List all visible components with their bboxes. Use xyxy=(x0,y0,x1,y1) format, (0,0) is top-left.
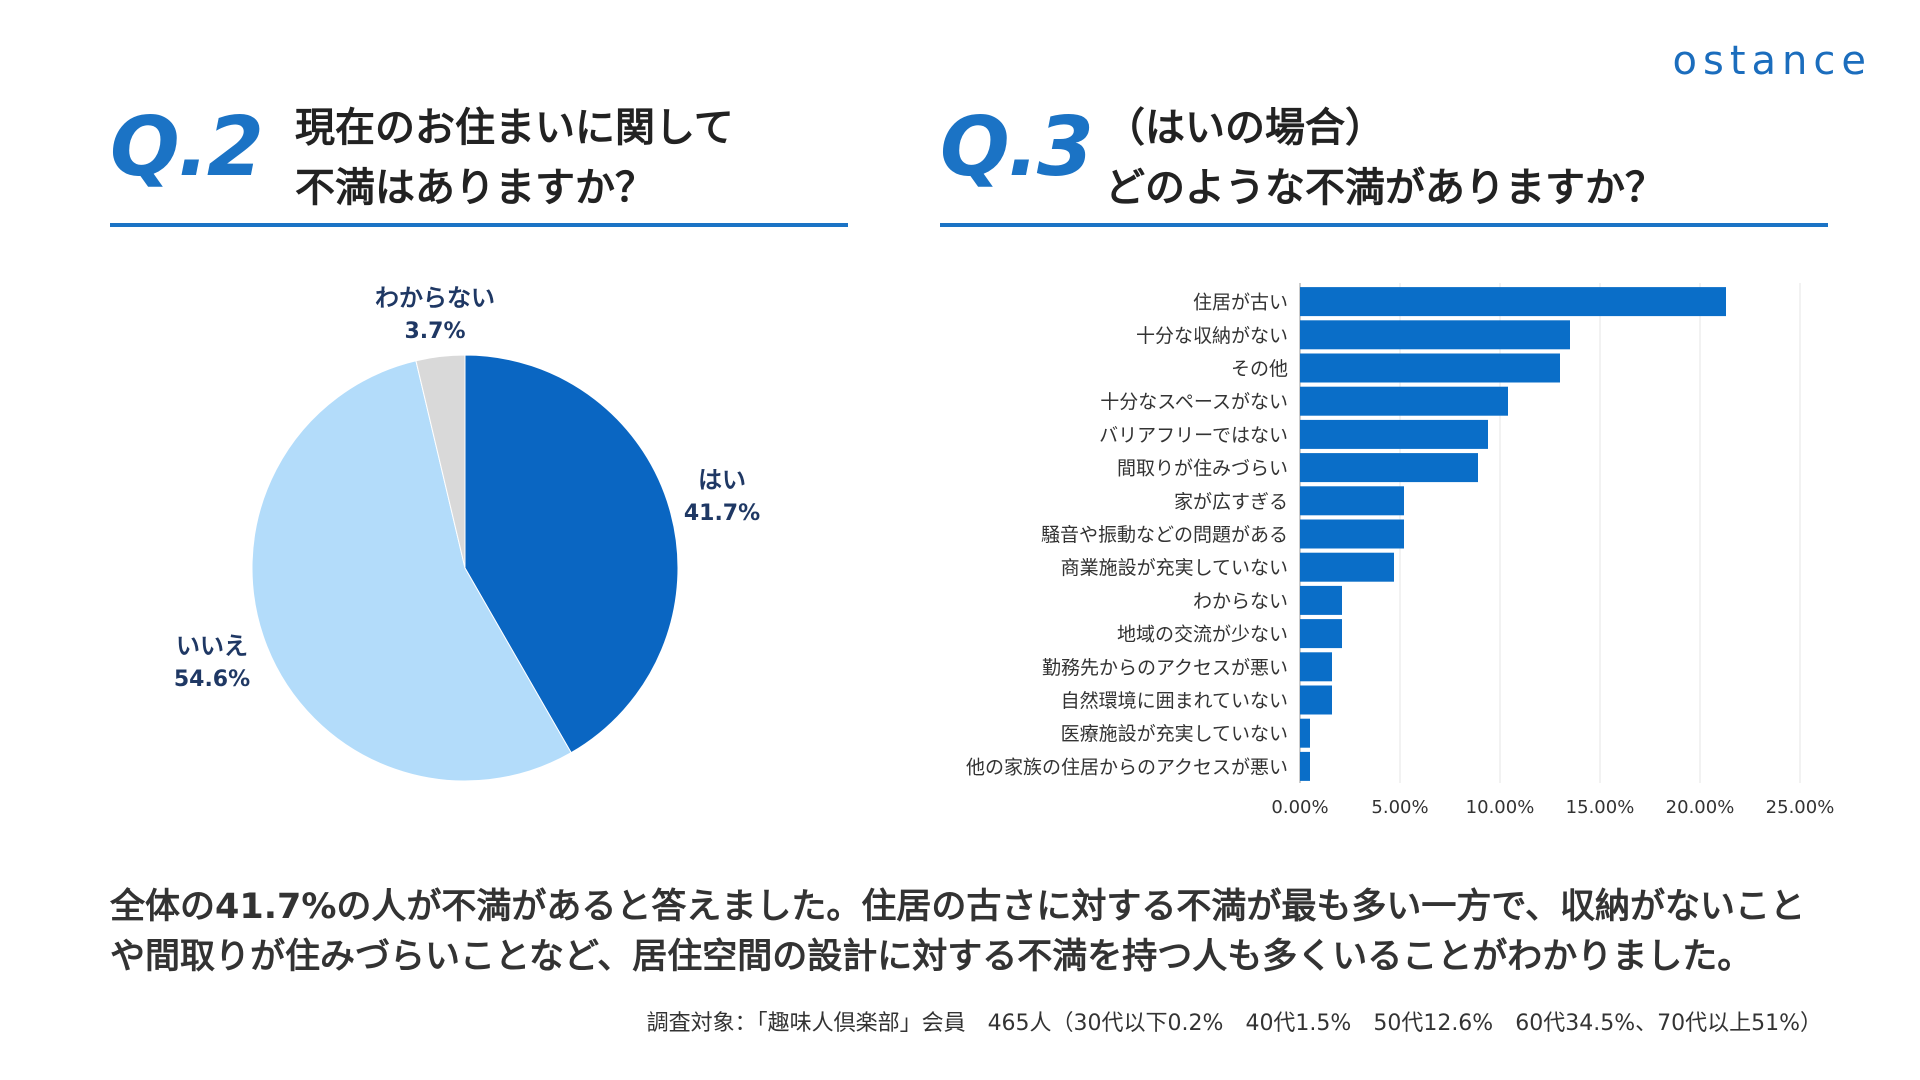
bar-9 xyxy=(1300,585,1342,615)
category-label: 騒音や振動などの問題がある xyxy=(1041,524,1288,546)
bar-1 xyxy=(1300,320,1570,350)
pie-label-unknown: わからない xyxy=(375,284,495,312)
summary-text: 全体の41.7%の人が不満があると答えました。住居の古さに対する不満が最も多い一… xyxy=(110,887,1806,977)
brand-logo: ostance xyxy=(1672,38,1872,84)
bar-3 xyxy=(1300,386,1508,416)
q2-divider xyxy=(110,223,848,227)
q3-divider xyxy=(940,223,1828,227)
bar-10 xyxy=(1300,619,1342,649)
q2-title-line2: 不満はありますか？ xyxy=(295,165,655,211)
q3-title: （はいの場合） どのような不満がありますか？ xyxy=(1105,98,1665,218)
category-label: 他の家族の住居からのアクセスが悪い xyxy=(966,756,1288,778)
bar-13 xyxy=(1300,718,1310,748)
category-label: 家が広すぎる xyxy=(1174,491,1288,513)
category-label: 十分な収納がない xyxy=(1136,325,1288,347)
bar-5 xyxy=(1300,453,1478,483)
bar-4 xyxy=(1300,419,1488,449)
category-label: 住居が古い xyxy=(1193,292,1288,314)
bar-2 xyxy=(1300,353,1560,383)
x-tick-label: 15.00% xyxy=(1566,797,1635,818)
pie-value-unknown: 3.7% xyxy=(404,319,465,344)
bar-14 xyxy=(1300,751,1310,781)
pie-label-yes: はい xyxy=(698,466,746,494)
pie-value-no: 54.6% xyxy=(174,667,250,692)
category-label: わからない xyxy=(1193,590,1288,612)
survey-footnote: 調査対象：「趣味人倶楽部」会員 465人（30代以下0.2% 40代1.5% 5… xyxy=(646,1011,1822,1036)
q3-number: Q.3 xyxy=(940,100,1094,195)
q2-title: 現在のお住まいに関して 不満はありますか？ xyxy=(295,98,734,218)
bar-chart: 0.00% 5.00% 10.00% 15.00% 20.00% 25.00% 住居が古い十… xyxy=(966,283,1835,818)
category-label: バリアフリーではない xyxy=(1099,424,1288,446)
x-tick-label: 0.00% xyxy=(1271,797,1328,818)
category-label: 医療施設が充実していない xyxy=(1061,723,1288,745)
bar-12 xyxy=(1300,685,1332,715)
pie-value-yes: 41.7% xyxy=(684,501,760,526)
category-label: 十分なスペースがない xyxy=(1100,391,1288,413)
x-tick-label: 25.00% xyxy=(1766,797,1835,818)
category-label: 自然環境に囲まれていない xyxy=(1061,690,1288,712)
pie-slice-no xyxy=(251,360,572,782)
category-label: 間取りが住みづらい xyxy=(1117,458,1288,480)
q3-title-line1: （はいの場合） xyxy=(1105,105,1385,151)
category-label: 商業施設が充実していない xyxy=(1061,557,1288,579)
bar-11 xyxy=(1300,652,1332,682)
x-tick-label: 5.00% xyxy=(1371,797,1428,818)
bar-6 xyxy=(1300,486,1404,516)
q3-title-line2: どのような不満がありますか？ xyxy=(1105,165,1665,211)
q2-title-line1: 現在のお住まいに関して xyxy=(295,105,734,151)
bar-7 xyxy=(1300,519,1404,549)
pie-slice-yes xyxy=(464,354,679,754)
pie-label-no: いいえ xyxy=(176,632,248,660)
x-tick-label: 10.00% xyxy=(1466,797,1535,818)
bar-0 xyxy=(1300,287,1726,317)
category-label: その他 xyxy=(1231,358,1288,380)
bar-8 xyxy=(1300,552,1394,582)
category-label: 勤務先からのアクセスが悪い xyxy=(1042,657,1288,679)
x-tick-label: 20.00% xyxy=(1666,797,1735,818)
pie-chart: はい 41.7% いいえ 54.6% わからない 3.7% xyxy=(174,284,760,782)
q2-number: Q.2 xyxy=(110,100,264,195)
pie-slice-unknown xyxy=(415,354,466,569)
category-label: 地域の交流が少ない xyxy=(1117,624,1288,646)
